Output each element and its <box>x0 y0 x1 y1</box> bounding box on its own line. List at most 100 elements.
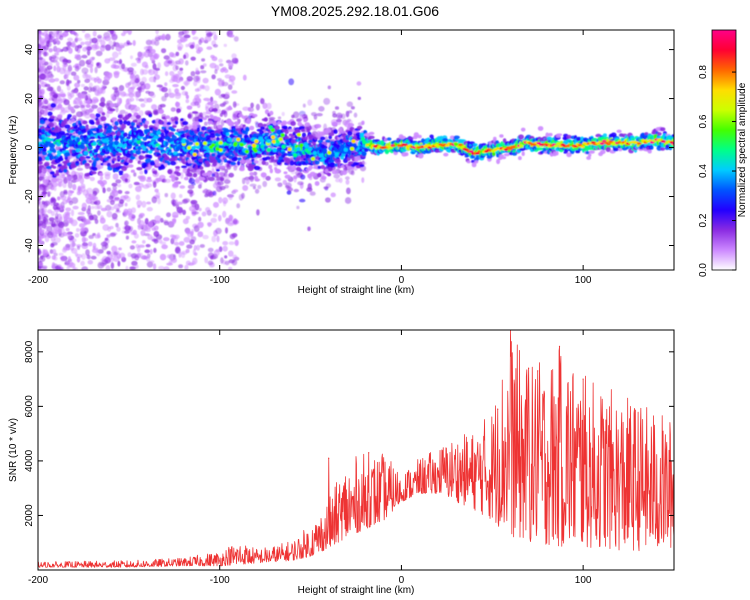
spectrogram-cell <box>264 109 270 115</box>
spectrogram-cell <box>62 66 67 72</box>
spectrogram-cell <box>242 74 247 81</box>
spectrogram-cell <box>138 110 144 117</box>
spectrogram-cell <box>228 62 234 68</box>
spectrogram-cell <box>123 120 128 125</box>
spectrogram-cell <box>114 196 120 200</box>
spectrogram-cell <box>192 257 198 265</box>
spectrogram-cell <box>600 149 606 155</box>
spectrogram-cell <box>309 191 316 196</box>
spectrogram-cell <box>305 125 312 131</box>
spectrogram-cell <box>231 90 238 94</box>
spectrogram-cell <box>259 130 264 135</box>
spectrogram-cell <box>96 119 100 125</box>
spectrogram-cell <box>303 118 307 123</box>
spectrogram-cell <box>102 187 106 194</box>
spectrogram-cell <box>166 262 173 266</box>
spectrogram-cell <box>219 175 224 183</box>
spectrogram-cell <box>245 178 250 185</box>
spectrogram-cell <box>138 220 145 227</box>
spectrogram-cell <box>495 140 499 144</box>
spectrogram-cell <box>40 219 47 226</box>
spectrogram-cell <box>220 119 225 127</box>
spectrogram-cell <box>110 262 115 269</box>
spectrogram-cell <box>197 231 204 238</box>
spectrogram-cell <box>187 113 192 119</box>
spectrogram-cell <box>566 134 572 139</box>
spectrogram-cell <box>146 256 151 262</box>
spectrogram-cell <box>252 113 258 118</box>
spectrogram-cell <box>521 151 525 156</box>
spectrogram-cell <box>89 113 96 119</box>
spectrogram-cell <box>186 76 193 82</box>
spectrogram-cell <box>277 120 281 125</box>
spectrogram-cell <box>75 148 82 153</box>
spectrogram-cell <box>178 194 183 198</box>
spectrogram-cell <box>116 183 122 188</box>
spectrogram-cell <box>132 40 136 46</box>
spectrogram-cell <box>79 59 86 67</box>
spectrogram-cell <box>65 227 70 232</box>
spectrogram-cell <box>99 172 104 177</box>
spectrogram-cell <box>56 30 60 35</box>
spectrogram-cell <box>135 194 141 201</box>
spectrogram-cell <box>38 98 42 103</box>
spectrogram-cell <box>43 98 48 105</box>
spectrogram-cell <box>118 58 123 65</box>
spectrogram-cell <box>340 130 346 134</box>
spectrogram-cell <box>154 159 160 164</box>
spectrogram-cell <box>57 203 63 209</box>
spectrogram-cell <box>124 178 128 183</box>
spectrogram-cell <box>127 113 132 118</box>
spectrogram-cell <box>71 197 79 204</box>
spectrogram-cell <box>91 104 98 109</box>
figure-title: YM08.2025.292.18.01.G06 <box>271 3 439 19</box>
spectrogram-cell <box>174 117 179 122</box>
spectrogram-cell <box>112 173 119 180</box>
spectrogram-cell <box>115 179 122 184</box>
spectrogram-cell <box>112 157 117 161</box>
spectrogram-cell <box>145 244 151 248</box>
spectrogram-cell <box>63 74 69 79</box>
spectrogram-cell <box>207 101 214 106</box>
spectrogram-cell <box>231 259 238 266</box>
spectrogram-cell <box>231 233 238 238</box>
spectrogram-cell <box>45 221 52 225</box>
spectrogram-cell <box>88 160 93 163</box>
spectrogram-cell <box>38 182 41 185</box>
spectrogram-cell <box>242 177 246 185</box>
spectrogram-cell <box>148 40 155 45</box>
spectrogram-cell <box>89 66 94 74</box>
spectrogram-cell <box>115 45 123 52</box>
spectrogram-cell <box>38 216 41 223</box>
spectrogram-cell <box>74 55 80 60</box>
spectrogram-cell <box>144 228 151 232</box>
spectrogram-cell <box>350 170 355 176</box>
spectrogram-cell <box>83 86 89 91</box>
spectrogram-cell <box>104 35 111 42</box>
spectrogram-cell <box>228 266 233 270</box>
spectrogram-cell <box>38 257 42 261</box>
spectrogram-cell <box>95 113 101 118</box>
spectrogram-cell <box>194 203 200 211</box>
spectrogram-cell <box>143 50 150 58</box>
spectrogram-cell <box>114 120 119 126</box>
spectrogram-cell <box>163 221 169 226</box>
spectrogram-cell <box>178 251 182 258</box>
spectrogram-cell <box>563 150 568 154</box>
spectrogram-cell <box>60 110 68 114</box>
spectrogram-cell <box>249 175 254 182</box>
spectrogram-cell <box>404 152 409 157</box>
spectrogram-cell <box>87 146 93 150</box>
spectrogram-cell <box>195 96 201 103</box>
spectrogram-cell <box>48 61 53 69</box>
spectrogram-cell <box>52 149 57 154</box>
spectrogram-cell <box>163 237 170 242</box>
spectrogram-cell <box>39 186 44 192</box>
spectrogram-cell <box>349 154 355 159</box>
spectrogram-cell <box>211 108 218 112</box>
spectrogram-cell <box>106 162 111 167</box>
spectrogram-cell <box>224 128 230 134</box>
spectrogram-cell <box>486 155 493 159</box>
spectrogram-cell <box>137 205 141 208</box>
